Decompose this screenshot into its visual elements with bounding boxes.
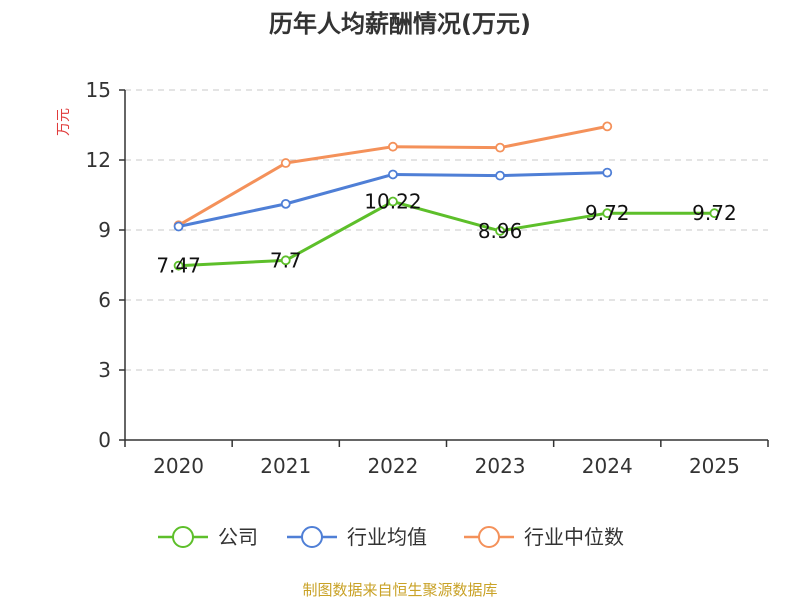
legend-marker: [478, 526, 500, 548]
data-label: 7.47: [156, 254, 201, 278]
y-tick-label: 0: [98, 428, 111, 452]
legend-label: 行业中位数: [524, 525, 624, 549]
tick-labels: 0 3 6 9 12 15 2020 2021 2022 2023 2024 2025: [86, 78, 740, 478]
x-tick-label: 2023: [475, 454, 526, 478]
legend-item[interactable]: 公司: [158, 525, 258, 549]
data-point: [602, 121, 613, 132]
data-label: 10.22: [364, 190, 421, 214]
data-point: [388, 169, 398, 180]
legend-item[interactable]: 行业中位数: [464, 525, 624, 549]
x-tick-label: 2020: [153, 454, 204, 478]
series-line-0: [178, 200, 715, 268]
data-label: 8.96: [478, 219, 523, 243]
legend-label: 公司: [218, 525, 258, 549]
data-point: [388, 196, 398, 207]
x-tick-label: 2022: [367, 454, 418, 478]
data-label: 9.72: [585, 201, 630, 225]
data-label: 7.7: [270, 248, 302, 272]
source-note: 制图数据来自恒生聚源数据库: [302, 581, 497, 599]
chart-title: 历年人均薪酬情况(万元): [269, 10, 531, 38]
y-tick-label: 15: [86, 78, 111, 102]
x-tick-label: 2021: [260, 454, 311, 478]
y-tick-label: 3: [98, 358, 111, 382]
data-point: [602, 208, 613, 219]
x-tick-label: 2024: [582, 454, 633, 478]
y-axis-label: 万元: [56, 108, 72, 136]
data-point: [280, 158, 291, 168]
y-tick-label: 12: [86, 148, 111, 172]
series-lines: [173, 121, 720, 271]
data-point: [709, 208, 720, 219]
data-point: [388, 141, 398, 152]
legend-label: 行业均值: [347, 525, 427, 549]
data-point: [495, 142, 505, 153]
legend-marker: [172, 526, 194, 548]
data-labels: 7.47 7.7 10.22 8.96 9.72 9.72: [156, 190, 736, 278]
data-point: [173, 260, 184, 271]
y-tick-label: 6: [98, 288, 111, 312]
axes: [119, 89, 769, 447]
legend-item[interactable]: 行业均值: [287, 525, 427, 549]
data-point: [602, 167, 613, 178]
x-tick-label: 2025: [689, 454, 740, 478]
data-point: [495, 170, 505, 181]
grid-lines: [125, 89, 768, 371]
data-point: [280, 198, 291, 209]
data-point: [173, 221, 184, 232]
legend: 公司 行业均值 行业中位数: [158, 525, 624, 549]
data-point: [495, 226, 505, 236]
data-point: [280, 255, 291, 266]
y-tick-label: 9: [98, 218, 111, 242]
data-label: 9.72: [692, 201, 737, 225]
legend-marker: [301, 526, 323, 548]
